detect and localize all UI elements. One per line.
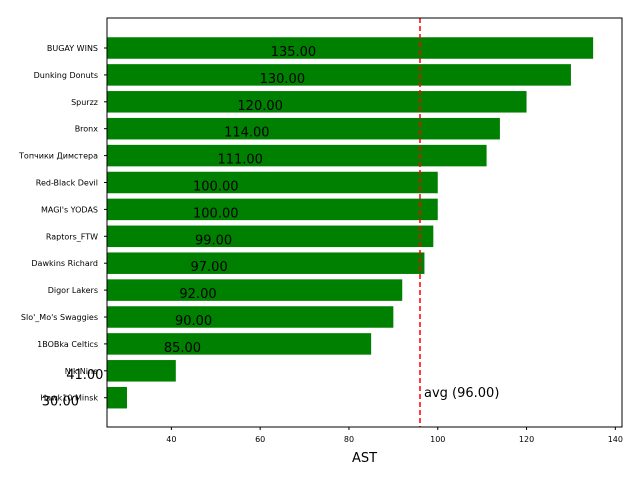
value-label: 130.00 (260, 72, 306, 87)
bar (107, 91, 527, 113)
bar (107, 144, 487, 167)
x-tick-label: 60 (255, 435, 265, 444)
category-label: Топчики Димстера (18, 152, 98, 161)
category-label: MAGI's YODAS (41, 205, 98, 214)
category-label: Hawk10 Minsk (40, 394, 98, 403)
value-label: 85.00 (164, 341, 201, 356)
category-label: Slo'_Mo's Swaggies (21, 313, 98, 322)
bar (107, 225, 434, 248)
category-label: NikiNine (65, 367, 98, 376)
category-label: Dunking Donuts (34, 71, 98, 80)
value-labels: 135.00 130.00 120.00 114.00 111.00 100.00 100.… (42, 45, 316, 410)
x-tick-label: 80 (344, 435, 354, 444)
average-label: avg (96.00) (424, 386, 499, 401)
x-tick-label: 140 (608, 435, 623, 444)
bar (107, 171, 438, 194)
bars-group (107, 37, 594, 409)
bar (107, 279, 403, 301)
value-label: 111.00 (217, 153, 263, 168)
value-label: 114.00 (224, 126, 270, 141)
category-label: 1BOBka Celtics (37, 340, 98, 349)
bar (107, 360, 176, 382)
bar (107, 252, 425, 274)
bar (107, 198, 438, 221)
value-label: 41.00 (66, 368, 103, 383)
category-labels: BUGAY WINS Dunking Donuts Spurzz Bronx Топчи… (18, 44, 107, 403)
bar (107, 333, 372, 355)
value-label: 135.00 (271, 45, 317, 60)
bar (107, 386, 127, 409)
bar (107, 306, 394, 328)
value-label: 100.00 (193, 180, 239, 195)
value-label: 97.00 (191, 260, 228, 275)
x-ticks: 40 60 80 100 120 140 (166, 427, 623, 444)
value-label: 120.00 (237, 99, 283, 114)
x-tick-label: 120 (519, 435, 534, 444)
value-label: 90.00 (175, 314, 212, 329)
category-label: Digor Lakers (48, 286, 98, 295)
value-label: 99.00 (195, 233, 232, 248)
category-label: Spurzz (71, 98, 98, 107)
plot-frame (106, 17, 623, 428)
x-tick-label: 100 (430, 435, 445, 444)
value-label: 92.00 (179, 287, 216, 302)
category-label: Bronx (75, 125, 99, 134)
category-label: Raptors_FTW (46, 232, 98, 241)
category-label: BUGAY WINS (47, 44, 98, 53)
bar (107, 117, 500, 140)
x-axis-label: AST (352, 451, 377, 466)
x-tick-label: 40 (166, 435, 176, 444)
bar (107, 37, 594, 59)
value-label: 100.00 (193, 206, 239, 221)
value-label: 30.00 (42, 395, 79, 410)
category-label: Red-Black Devil (36, 179, 98, 188)
category-label: Dawkins Richard (31, 259, 98, 268)
bar (107, 64, 571, 86)
